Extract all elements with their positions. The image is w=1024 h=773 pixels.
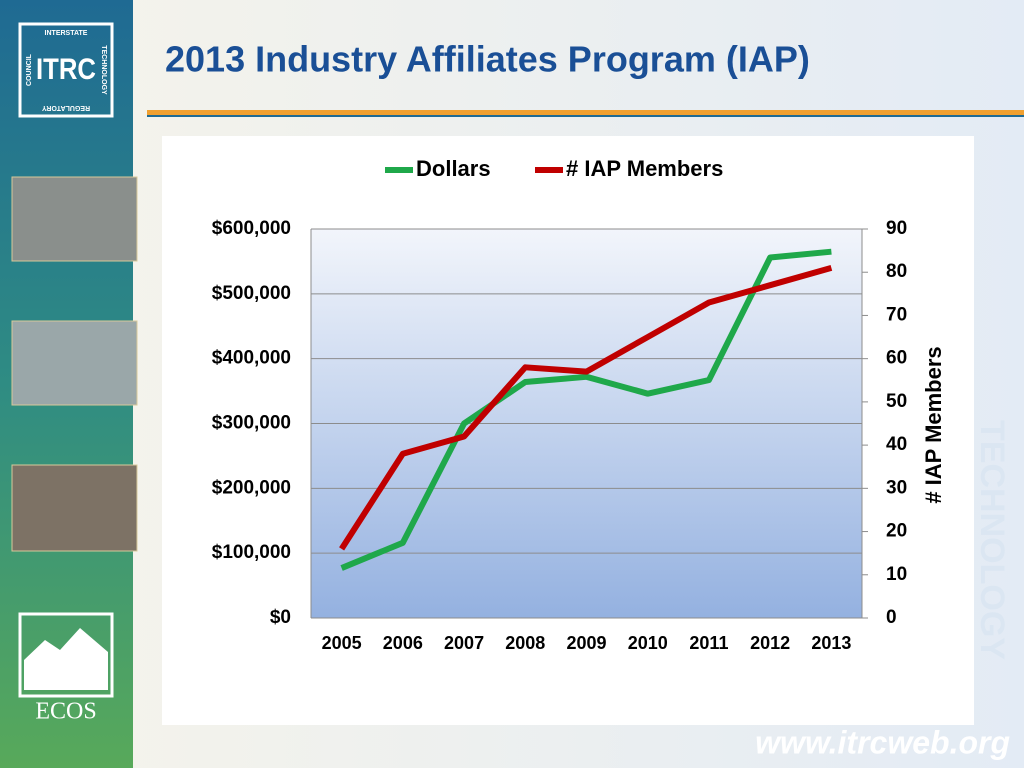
- y-tick-label: $300,000: [212, 413, 291, 434]
- legend-label: Dollars: [416, 156, 491, 181]
- logo-text: INTERSTATE: [45, 30, 88, 37]
- y2-tick-label: 80: [886, 261, 907, 282]
- y-tick-label: $0: [270, 607, 291, 628]
- x-tick-label: 2010: [628, 633, 668, 653]
- y2-tick-label: 40: [886, 434, 907, 455]
- series-line: [340, 248, 832, 571]
- ecos-text: ECOS: [35, 699, 96, 725]
- x-tick-label: 2005: [322, 633, 362, 653]
- y2-tick-label: 60: [886, 348, 907, 369]
- y-tick-label: $400,000: [212, 348, 291, 369]
- logo-text: TECHNOLOGY: [100, 45, 107, 95]
- x-tick-label: 2009: [566, 633, 606, 653]
- photo: [11, 464, 138, 552]
- photo: [11, 176, 138, 262]
- logo-frame: [18, 22, 114, 118]
- logo-name: ITRC: [36, 53, 96, 86]
- ecos-frame: [18, 612, 114, 698]
- y-tick-label: $500,000: [212, 283, 291, 304]
- y2-tick-label: 0: [886, 607, 897, 628]
- photo: [11, 320, 138, 406]
- legend-label: # IAP Members: [566, 156, 723, 181]
- y2-tick-label: 50: [886, 391, 907, 412]
- y2-tick-label: 10: [886, 564, 907, 585]
- x-tick-label: 2006: [383, 633, 423, 653]
- x-tick-label: 2013: [811, 633, 851, 653]
- x-tick-label: 2012: [750, 633, 790, 653]
- ecos-mountains: [24, 628, 108, 690]
- x-tick-label: 2008: [505, 633, 545, 653]
- title-rule: [147, 115, 1024, 117]
- x-tick-label: 2011: [689, 633, 728, 653]
- logo-text: REGULATORY: [42, 104, 90, 111]
- y2-tick-label: 30: [886, 477, 907, 498]
- y-tick-label: $600,000: [212, 218, 291, 239]
- y2-axis-label: # IAP Members: [921, 346, 946, 503]
- watermark: TECHNOLOGY: [973, 420, 1011, 660]
- y-tick-label: $100,000: [212, 542, 291, 563]
- y2-tick-label: 20: [886, 521, 907, 542]
- slide-title: 2013 Industry Affiliates Program (IAP): [165, 39, 810, 80]
- x-tick-label: 2007: [444, 633, 484, 653]
- title-rule: [147, 110, 1024, 115]
- footer-url: www.itrcweb.org: [755, 724, 1010, 760]
- series-line: [339, 265, 833, 551]
- logo-text: COUNCIL: [26, 53, 33, 86]
- y2-tick-label: 70: [886, 304, 907, 325]
- y-tick-label: $200,000: [212, 477, 291, 498]
- y2-tick-label: 90: [886, 218, 907, 239]
